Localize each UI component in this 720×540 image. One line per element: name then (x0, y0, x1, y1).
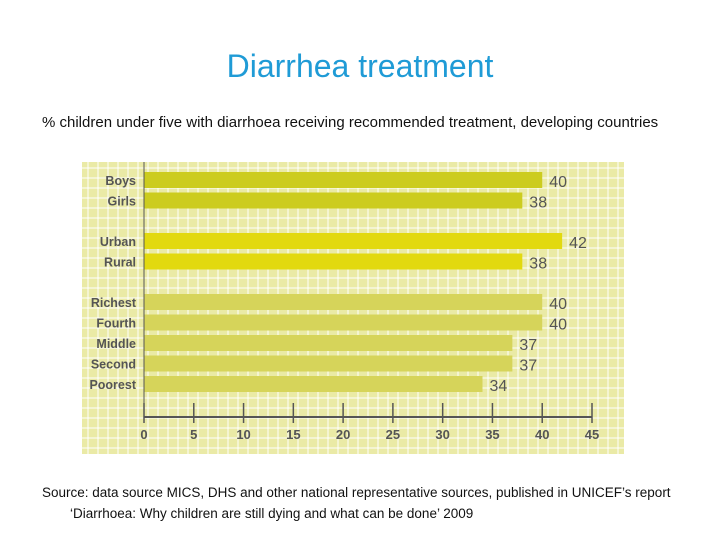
value-label-rural: 38 (529, 256, 547, 273)
x-tick-label-25: 25 (386, 427, 400, 442)
bar-urban (144, 233, 563, 249)
value-label-fourth: 40 (549, 317, 567, 334)
x-tick-label-5: 5 (190, 427, 197, 442)
value-label-richest: 40 (549, 296, 567, 313)
value-label-urban: 42 (569, 235, 587, 252)
value-label-middle: 37 (519, 337, 537, 354)
category-label-poorest: Poorest (89, 378, 136, 392)
category-label-second: Second (91, 358, 136, 372)
source-note: Source: data source MICS, DHS and other … (42, 485, 671, 521)
value-label-boys: 40 (549, 174, 567, 191)
bar-second (144, 355, 513, 372)
bar-boys (144, 172, 543, 188)
x-tick-label-15: 15 (286, 427, 300, 442)
category-label-urban: Urban (100, 235, 136, 249)
category-label-rural: Rural (104, 256, 136, 270)
category-label-girls: Girls (108, 195, 137, 209)
category-label-boys: Boys (105, 174, 136, 188)
x-tick-label-10: 10 (236, 427, 250, 442)
category-label-middle: Middle (96, 337, 136, 351)
value-label-girls: 38 (529, 195, 547, 212)
chart-subtitle: % children under five with diarrhoea rec… (42, 114, 659, 131)
bar-girls (144, 192, 523, 209)
slide-title: Diarrhea treatment (226, 48, 494, 84)
bar-poorest (144, 376, 483, 392)
category-label-fourth: Fourth (96, 317, 136, 331)
x-tick-label-40: 40 (535, 427, 549, 442)
x-tick-label-35: 35 (485, 427, 499, 442)
bar-middle (144, 335, 513, 351)
chart-container: Boys 40 Girls 38 Urban 42 Rural 38 Richest 40 Four… (82, 162, 624, 454)
x-tick-label-45: 45 (585, 427, 599, 442)
value-label-second: 37 (519, 358, 537, 375)
bar-chart: Boys 40 Girls 38 Urban 42 Rural 38 Richest 40 Four… (82, 162, 624, 454)
x-tick-label-0: 0 (140, 427, 147, 442)
x-tick-label-20: 20 (336, 427, 350, 442)
value-label-poorest: 34 (489, 378, 507, 395)
category-label-richest: Richest (91, 296, 137, 310)
bar-richest (144, 294, 543, 310)
bar-rural (144, 253, 523, 270)
bar-fourth (144, 314, 543, 331)
x-tick-label-30: 30 (435, 427, 449, 442)
